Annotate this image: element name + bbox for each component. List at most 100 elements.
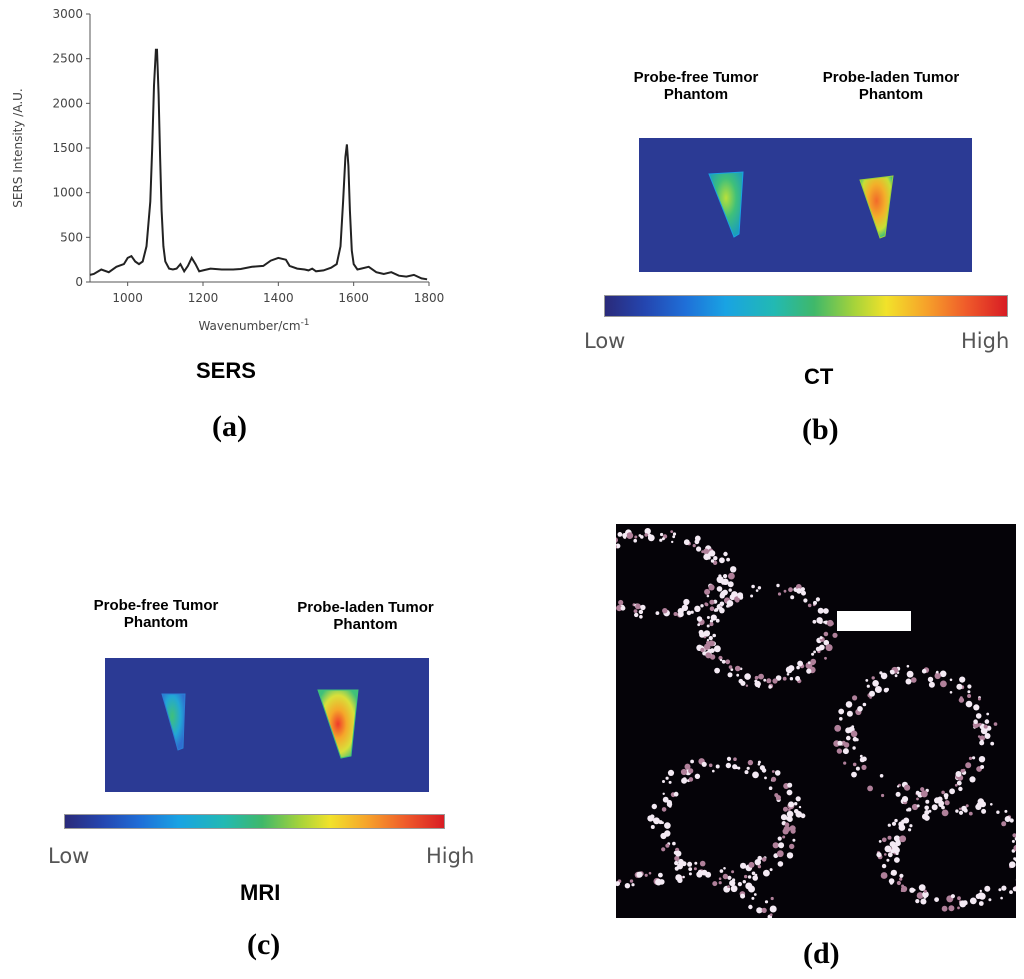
speckle xyxy=(777,592,782,596)
speckle xyxy=(883,687,889,693)
speckle xyxy=(708,584,715,591)
speckle xyxy=(748,885,755,893)
speckle xyxy=(898,821,904,827)
speckle xyxy=(644,533,648,537)
speckle xyxy=(755,589,759,592)
speckle xyxy=(1011,839,1015,843)
speckle xyxy=(682,875,685,879)
speckle xyxy=(736,673,740,677)
x-tick-label: 1800 xyxy=(414,291,445,305)
speckle xyxy=(824,656,827,660)
speckle xyxy=(812,619,817,624)
speckle xyxy=(661,807,667,812)
speckle xyxy=(901,884,905,888)
panel-label-d: (d) xyxy=(803,937,840,970)
speckle xyxy=(978,901,984,906)
y-tick-label: 1500 xyxy=(52,141,83,155)
speckle xyxy=(713,609,717,612)
speckle xyxy=(965,762,972,769)
speckle xyxy=(882,837,887,843)
speckle xyxy=(655,611,660,615)
mri-phantom-laden-line2: Phantom xyxy=(333,616,398,633)
speckle xyxy=(705,871,712,878)
speckle xyxy=(748,904,753,910)
mri-probe-laden-phantom xyxy=(317,689,359,759)
speckle xyxy=(757,763,761,766)
speckle xyxy=(869,690,875,697)
speckle xyxy=(819,636,823,640)
speckle xyxy=(728,665,733,669)
speckle xyxy=(730,885,738,893)
speckle xyxy=(990,803,993,806)
speckle xyxy=(990,741,995,746)
speckle xyxy=(807,661,811,665)
speckle xyxy=(861,756,867,762)
speckle xyxy=(887,823,891,827)
speckle xyxy=(708,763,713,768)
speckle xyxy=(701,761,707,767)
speckle xyxy=(694,773,701,779)
modality-label-mri: MRI xyxy=(240,880,281,905)
speckle xyxy=(845,701,853,708)
speckle xyxy=(787,782,793,788)
speckle xyxy=(838,708,845,715)
speckle xyxy=(894,674,898,678)
panel-label-a: (a) xyxy=(212,410,247,443)
speckle xyxy=(736,600,739,603)
speckle xyxy=(958,807,962,810)
speckle xyxy=(922,891,929,898)
speckle xyxy=(936,670,939,674)
speckle xyxy=(855,766,860,771)
speckle xyxy=(620,605,626,611)
speckle xyxy=(769,905,777,913)
ct-colorbar xyxy=(604,295,1008,317)
speckle xyxy=(764,900,769,904)
speckle xyxy=(823,631,829,637)
speckle xyxy=(648,871,652,875)
speckle xyxy=(899,873,904,878)
sers-axes: 0 500 1000 1500 2000 2500 3000 1000 1200 1400 1600… xyxy=(52,7,444,305)
speckle xyxy=(807,603,812,608)
speckle xyxy=(735,766,739,769)
speckle xyxy=(944,800,950,806)
speckle xyxy=(757,760,761,764)
speckle xyxy=(770,896,774,901)
speckle xyxy=(747,875,752,879)
speckle xyxy=(774,770,781,776)
modality-label-sers: SERS xyxy=(196,358,256,383)
speckle xyxy=(980,727,988,735)
speckle xyxy=(801,590,806,596)
speckle xyxy=(771,776,777,782)
speckle xyxy=(672,535,676,539)
speckle xyxy=(792,838,796,842)
y-tick-label: 1000 xyxy=(52,186,83,200)
speckle xyxy=(850,730,858,738)
speckle xyxy=(862,702,867,707)
speckle xyxy=(823,608,829,614)
speckle xyxy=(719,601,725,607)
speckle xyxy=(709,599,715,605)
y-axis-title: SERS Intensity /A.U. xyxy=(11,88,25,207)
x-axis-title: Wavenumber/cm-1 xyxy=(198,318,309,333)
speckle xyxy=(661,537,665,541)
speckle xyxy=(979,735,985,741)
speckle xyxy=(775,675,782,681)
speckle xyxy=(890,869,897,876)
speckle xyxy=(900,889,904,892)
speckle xyxy=(1014,837,1016,841)
speckle xyxy=(688,777,694,782)
speckle xyxy=(786,789,793,796)
speckle xyxy=(984,885,991,892)
speckle xyxy=(998,888,1002,892)
speckle xyxy=(941,905,948,912)
speckle xyxy=(617,532,623,537)
speckle xyxy=(761,768,767,773)
speckle xyxy=(797,660,803,667)
speckle xyxy=(832,632,838,638)
speckle xyxy=(684,763,691,770)
speckle xyxy=(968,811,973,816)
speckle xyxy=(876,852,882,858)
speckle xyxy=(909,887,915,893)
speckle xyxy=(752,875,758,881)
speckle xyxy=(671,540,674,544)
